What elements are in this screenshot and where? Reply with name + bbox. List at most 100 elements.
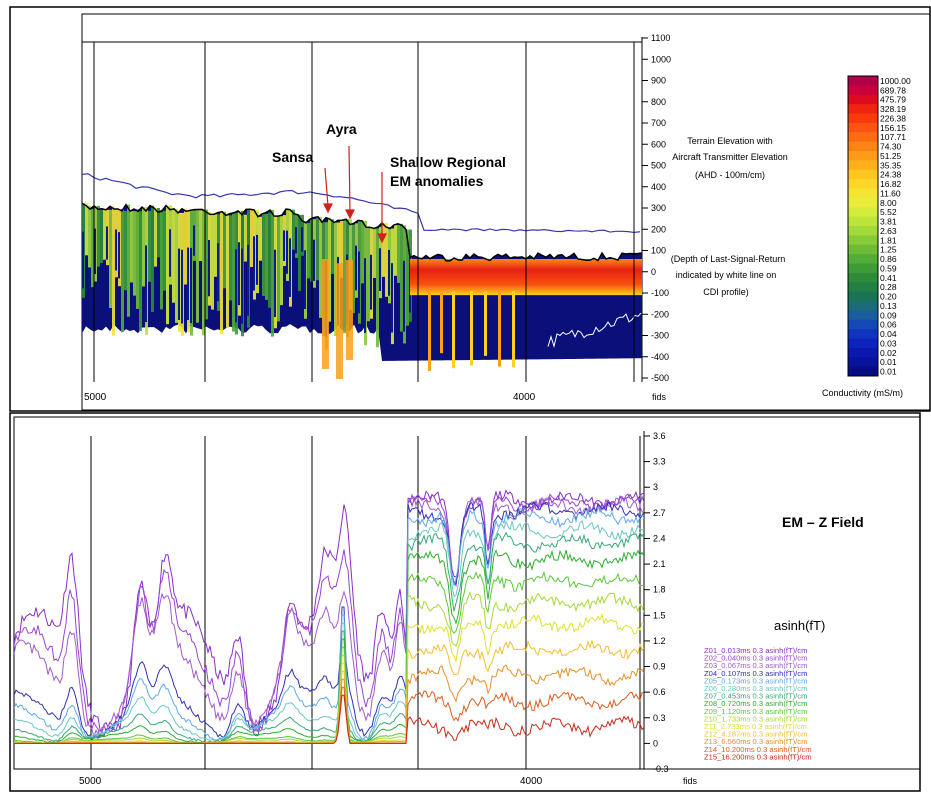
em-x-unit: fids [683,776,698,786]
cdi-streak [331,219,334,274]
cdi-resistive-streak [106,226,108,260]
conductivity-colorbar: 1000.00689.78475.79328.19226.38156.15107… [847,75,911,377]
cdi-y-tick-label: -200 [651,309,669,319]
note-aircraft: Aircraft Transmitter Elevation [672,152,788,162]
colorbar-value: 689.78 [880,85,906,95]
em-decay-lines [14,489,644,744]
colorbar-swatch [848,179,878,189]
cdi-streak [100,209,103,264]
colorbar-swatch [848,244,878,255]
em-series-line [14,507,644,741]
cdi-streak [148,210,151,282]
em-y-tick-label: 1.2 [653,636,666,646]
cdi-side-notes: Terrain Elevation with Aircraft Transmit… [671,136,788,297]
cdi-streak [124,210,127,291]
em-plot-frame [13,416,921,770]
colorbar-swatch [848,263,878,274]
cdi-streak [133,211,136,296]
cdi-conductor-anomaly [346,260,353,361]
cdi-y-tick-label: 1000 [651,54,671,64]
colorbar-swatch [848,160,878,171]
cdi-streak [397,224,400,283]
cdi-x-tick-4000: 4000 [513,392,536,403]
cdi-conductor-streak [452,291,455,369]
cdi-resistive-streak [295,227,297,254]
colorbar-swatch [848,141,878,152]
annotation-em-anomalies: EM anomalies [390,173,484,189]
colorbar-swatch [848,310,878,321]
cdi-y-tick-label: 800 [651,97,666,107]
em-y-tick-label: 2.4 [653,533,666,543]
cdi-resistive-streak [301,227,303,252]
em-legend-entry: Z07_0.453ms 0.3 asinh(fT)/cm [704,692,807,701]
cdi-streak [112,206,115,336]
em-legend-entry: Z03_0.067ms 0.3 asinh(fT)/cm [704,661,807,670]
cdi-resistive-streak [181,249,183,324]
cdi-y-tick-label: 900 [651,76,666,86]
em-z-panel: 3.63.332.72.42.11.81.51.20.90.60.30-0.3 … [13,416,921,787]
em-legend-entry: Z13_6.560ms 0.3 asinh(fT)/cm [704,737,807,746]
cdi-streak [334,222,337,336]
colorbar-value: 0.01 [880,357,897,367]
em-y-tick-label: 0.3 [653,713,666,723]
cdi-conductor-streak [470,291,473,366]
cdi-streak [163,210,166,291]
em-legend-entry: Z04_0.107ms 0.3 asinh(fT)/cm [704,669,807,678]
cdi-streak [232,213,235,332]
cdi-streak [292,209,295,250]
colorbar-value: 328.19 [880,104,906,114]
colorbar-value: 0.20 [880,292,897,302]
colorbar-swatch [848,188,878,199]
em-y-tick-label: 0.6 [653,687,666,697]
cdi-resistive-streak [286,230,288,274]
colorbar-swatch [848,254,878,264]
cdi-resistive-streak [235,249,237,323]
cdi-resistive-streak [238,242,240,306]
em-legend-entry: Z08_0.720ms 0.3 asinh(fT)/cm [704,699,807,708]
em-y-tick-label: 3 [653,482,658,492]
annotation-arrows [323,145,387,244]
cdi-resistive-streak [313,239,315,281]
em-series-line [14,519,644,742]
em-series-line [14,664,644,744]
cdi-streak [259,216,262,261]
cdi-resistive-streak [253,236,255,291]
cdi-resistive-streak [169,229,171,277]
colorbar-value: 16.82 [880,179,902,189]
cdi-streak [121,208,124,333]
colorbar-value: 0.02 [880,348,897,358]
cdi-conductor-streak [512,291,515,368]
cdi-y-tick-label: -100 [651,288,669,298]
em-legend-entry: Z10_1.733ms 0.3 asinh(fT)/cm [704,714,807,723]
cdi-resistive-streak [241,248,243,324]
colorbar-swatch [848,151,878,161]
colorbar-value: 0.09 [880,310,897,320]
cdi-resistive-streak [187,247,189,321]
em-series-line [14,492,644,739]
cdi-streak [214,214,217,277]
cdi-streak [280,216,283,306]
cdi-streak [85,203,88,256]
cdi-panel: 110010009008007006005004003002001000-100… [81,13,931,411]
em-y-tick-label: 3.6 [653,431,666,441]
cdi-streak [157,207,160,258]
cdi-streak [97,205,100,267]
em-title: EM – Z Field [782,514,864,530]
cdi-streak [271,210,274,337]
em-series-line [14,549,644,744]
cdi-streak [130,211,133,283]
colorbar-swatch [848,207,878,218]
cdi-streak [367,227,370,322]
em-legend-entry: Z01_0.013ms 0.3 asinh(fT)/cm [704,646,807,655]
cdi-y-tick-label: 700 [651,118,666,128]
cdi-resistive-streak [304,250,306,310]
em-y-tick-label: 2.1 [653,559,666,569]
cdi-streak [103,208,106,260]
colorbar-value: 107.71 [880,132,906,142]
annotation-shallow-regional: Shallow Regional [390,154,506,170]
colorbar-value: 0.06 [880,320,897,330]
note-cdi: CDI profile) [703,287,749,297]
cdi-streak [202,209,205,336]
colorbar-value: 0.59 [880,263,897,273]
